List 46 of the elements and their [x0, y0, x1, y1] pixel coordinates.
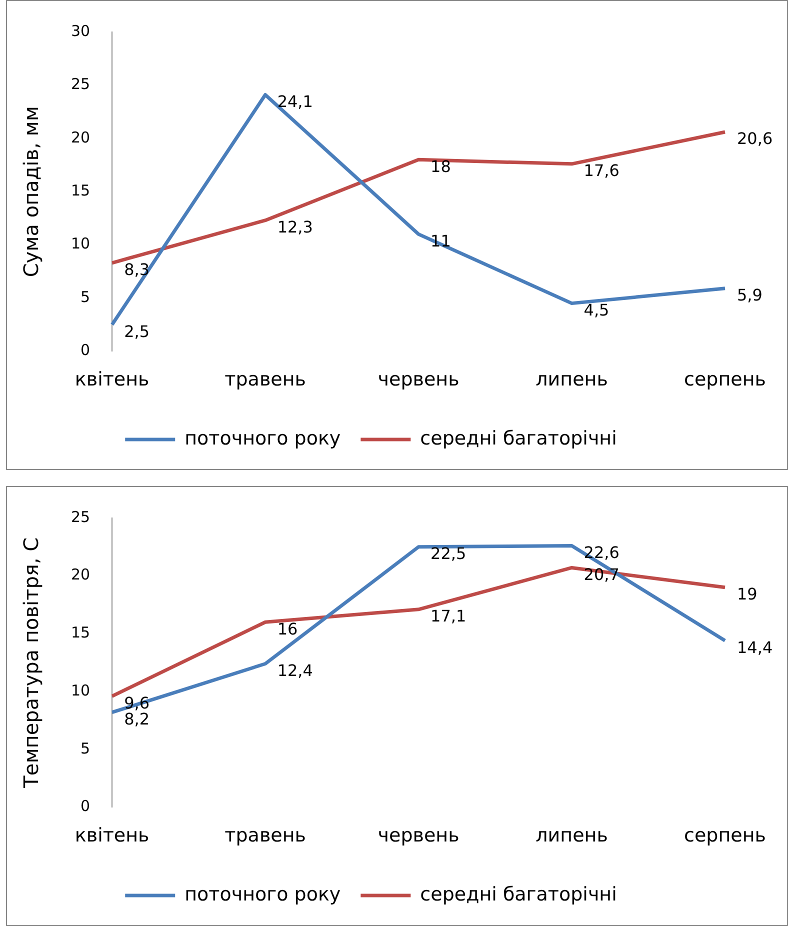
x-tick-label: травень [224, 824, 306, 847]
y-tick-label: 5 [80, 739, 90, 758]
x-tick-label: квітень [74, 368, 150, 391]
x-tick-label: липень [536, 368, 608, 391]
data-label: 12,3 [277, 217, 313, 236]
data-label: 17,1 [430, 606, 466, 626]
data-label: 12,4 [277, 660, 313, 680]
y-tick-label: 25 [70, 75, 90, 94]
y-tick-label: 15 [70, 181, 90, 200]
data-label: 19 [737, 584, 758, 604]
y-tick-label: 5 [80, 288, 90, 306]
y-tick-label: 0 [80, 797, 90, 816]
x-tick-label: червень [378, 824, 460, 847]
data-label: 5,9 [737, 286, 762, 305]
y-tick-label: 10 [70, 234, 90, 253]
data-label: 2,5 [124, 322, 150, 341]
legend-label: поточного року [184, 427, 341, 450]
y-tick-label: 25 [70, 508, 90, 526]
data-label: 4,5 [584, 300, 610, 320]
x-tick-label: липень [536, 824, 608, 847]
x-tick-label: червень [378, 368, 460, 391]
x-tick-label: серпень [684, 368, 766, 391]
data-label: 24,1 [277, 92, 313, 111]
y-axis-title: Температура повітря, С [19, 537, 44, 789]
y-tick-label: 10 [70, 681, 90, 700]
y-tick-label: 20 [70, 128, 90, 146]
data-label: 22,6 [584, 542, 620, 562]
data-label: 14,4 [737, 638, 773, 657]
x-tick-label: серпень [684, 824, 766, 847]
data-label: 8,3 [124, 260, 150, 280]
data-label: 22,5 [430, 544, 466, 564]
y-tick-label: 0 [80, 341, 90, 360]
x-tick-label: травень [224, 368, 306, 391]
data-label: 18 [430, 156, 451, 176]
y-tick-label: 15 [70, 624, 90, 642]
y-tick-label: 20 [70, 566, 90, 584]
y-tick-label: 30 [70, 22, 90, 40]
legend-label: середні багаторічні [420, 883, 617, 906]
data-label: 16 [277, 619, 298, 638]
x-tick-label: квітень [74, 824, 150, 847]
data-label: 20,6 [737, 129, 773, 148]
legend-label: поточного року [184, 883, 341, 906]
data-label: 8,2 [124, 710, 150, 728]
legend-label: середні багаторічні [420, 427, 617, 450]
y-axis-title: Сума опадів, мм [19, 106, 44, 278]
data-label: 17,6 [584, 161, 620, 180]
